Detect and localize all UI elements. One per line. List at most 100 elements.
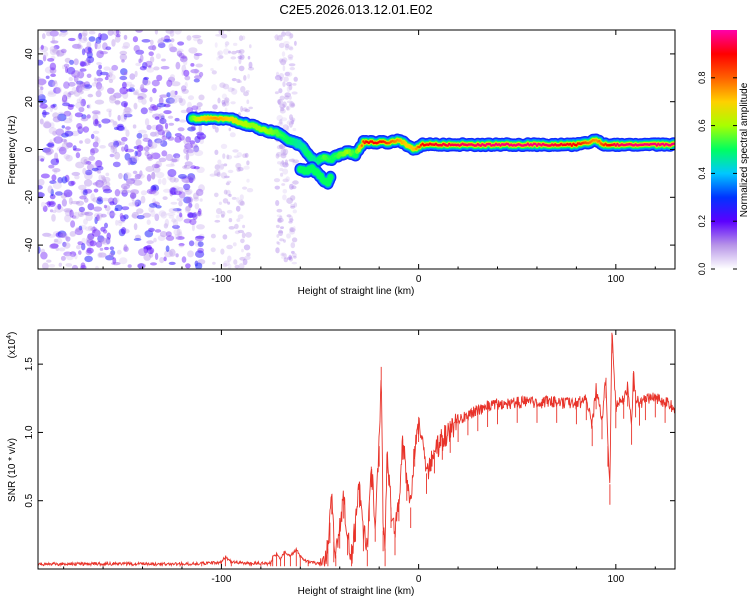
noise-blob (100, 182, 105, 188)
noise-blob (110, 250, 116, 256)
noise-blob (231, 88, 238, 95)
noise-blob (212, 261, 216, 265)
noise-blob (279, 108, 286, 114)
noise-blob (117, 125, 125, 132)
noise-blob (86, 247, 94, 254)
noise-blob (92, 130, 100, 134)
noise-blob (46, 259, 52, 263)
noise-blob (95, 160, 103, 168)
noise-blob (275, 224, 280, 229)
noise-blob (157, 42, 166, 49)
noise-blob (137, 96, 144, 100)
noise-blob (215, 214, 220, 219)
noise-blob (286, 197, 294, 204)
noise-blob (172, 208, 182, 212)
noise-blob (89, 240, 97, 247)
noise-blob (224, 107, 228, 113)
ridge-segment (297, 142, 300, 145)
noise-blob (121, 136, 128, 142)
noise-blob (61, 198, 67, 207)
noise-blob (150, 152, 155, 160)
noise-blob (134, 199, 142, 207)
spectrogram-x-axis-label: Height of straight line (km) (298, 286, 415, 297)
spectrogram-y-tick-label: 0 (24, 146, 35, 152)
snr-x-tick-label: 100 (607, 574, 624, 585)
noise-blob (85, 249, 93, 256)
noise-blob (212, 104, 218, 110)
noise-blob (58, 232, 68, 239)
noise-blob (112, 147, 118, 154)
noise-blob (185, 263, 191, 269)
noise-blob (197, 136, 205, 140)
noise-blob (109, 246, 115, 251)
noise-blob (83, 36, 87, 42)
noise-blob (192, 212, 198, 220)
noise-blob (138, 146, 145, 152)
noise-blob (133, 223, 138, 231)
noise-blob (64, 130, 74, 137)
noise-blob (171, 81, 181, 87)
noise-blob (125, 129, 130, 137)
noise-blob (236, 78, 241, 83)
noise-blob (151, 152, 161, 160)
noise-blob (184, 75, 191, 81)
noise-blob (286, 106, 290, 111)
noise-blob (96, 77, 104, 82)
noise-blob (167, 136, 175, 141)
noise-blob (148, 51, 154, 56)
noise-blob (238, 65, 245, 72)
noise-blob (97, 252, 103, 258)
noise-blob (185, 190, 192, 196)
noise-blob (169, 176, 176, 183)
noise-blob (233, 155, 240, 159)
noise-blob (139, 86, 145, 92)
noise-blob (184, 188, 193, 195)
noise-blob (214, 219, 221, 223)
noise-blob (239, 54, 245, 60)
noise-blob (42, 51, 49, 57)
noise-blob (220, 172, 228, 179)
noise-blob (40, 86, 44, 91)
noise-blob (40, 173, 50, 179)
noise-blob (117, 221, 123, 227)
noise-blob (169, 98, 178, 104)
noise-blob (119, 53, 128, 61)
noise-blob (281, 253, 285, 256)
noise-blob (182, 56, 188, 62)
noise-blob (152, 87, 157, 94)
noise-blob (280, 117, 288, 122)
noise-blob (189, 140, 196, 145)
noise-blob (43, 121, 52, 129)
noise-blob (80, 98, 86, 107)
noise-blob (136, 150, 142, 157)
noise-blob (53, 136, 63, 144)
noise-blob (154, 131, 158, 135)
noise-blob (170, 187, 178, 196)
noise-blob (94, 118, 99, 125)
noise-blob (289, 227, 296, 232)
noise-blob (238, 57, 242, 65)
noise-blob (170, 161, 175, 166)
ridge-branch-segment (315, 170, 318, 173)
noise-blob (166, 212, 176, 216)
noise-blob (109, 210, 115, 219)
noise-blob (238, 35, 244, 42)
ridge-segment (351, 151, 354, 154)
noise-blob (181, 64, 187, 73)
noise-blob (146, 188, 156, 195)
noise-blob (289, 101, 295, 107)
noise-blob (193, 145, 200, 153)
noise-blob (73, 211, 80, 220)
noise-blob (216, 172, 221, 177)
noise-blob (85, 161, 92, 165)
noise-blob (288, 215, 293, 221)
noise-blob (216, 56, 221, 61)
noise-blob (151, 171, 156, 180)
noise-blob (176, 228, 181, 237)
noise-blob (187, 126, 196, 132)
noise-blob (48, 164, 55, 169)
noise-blob (176, 214, 184, 222)
noise-blob (157, 39, 164, 45)
snr-background (38, 330, 675, 569)
noise-blob (76, 81, 81, 87)
